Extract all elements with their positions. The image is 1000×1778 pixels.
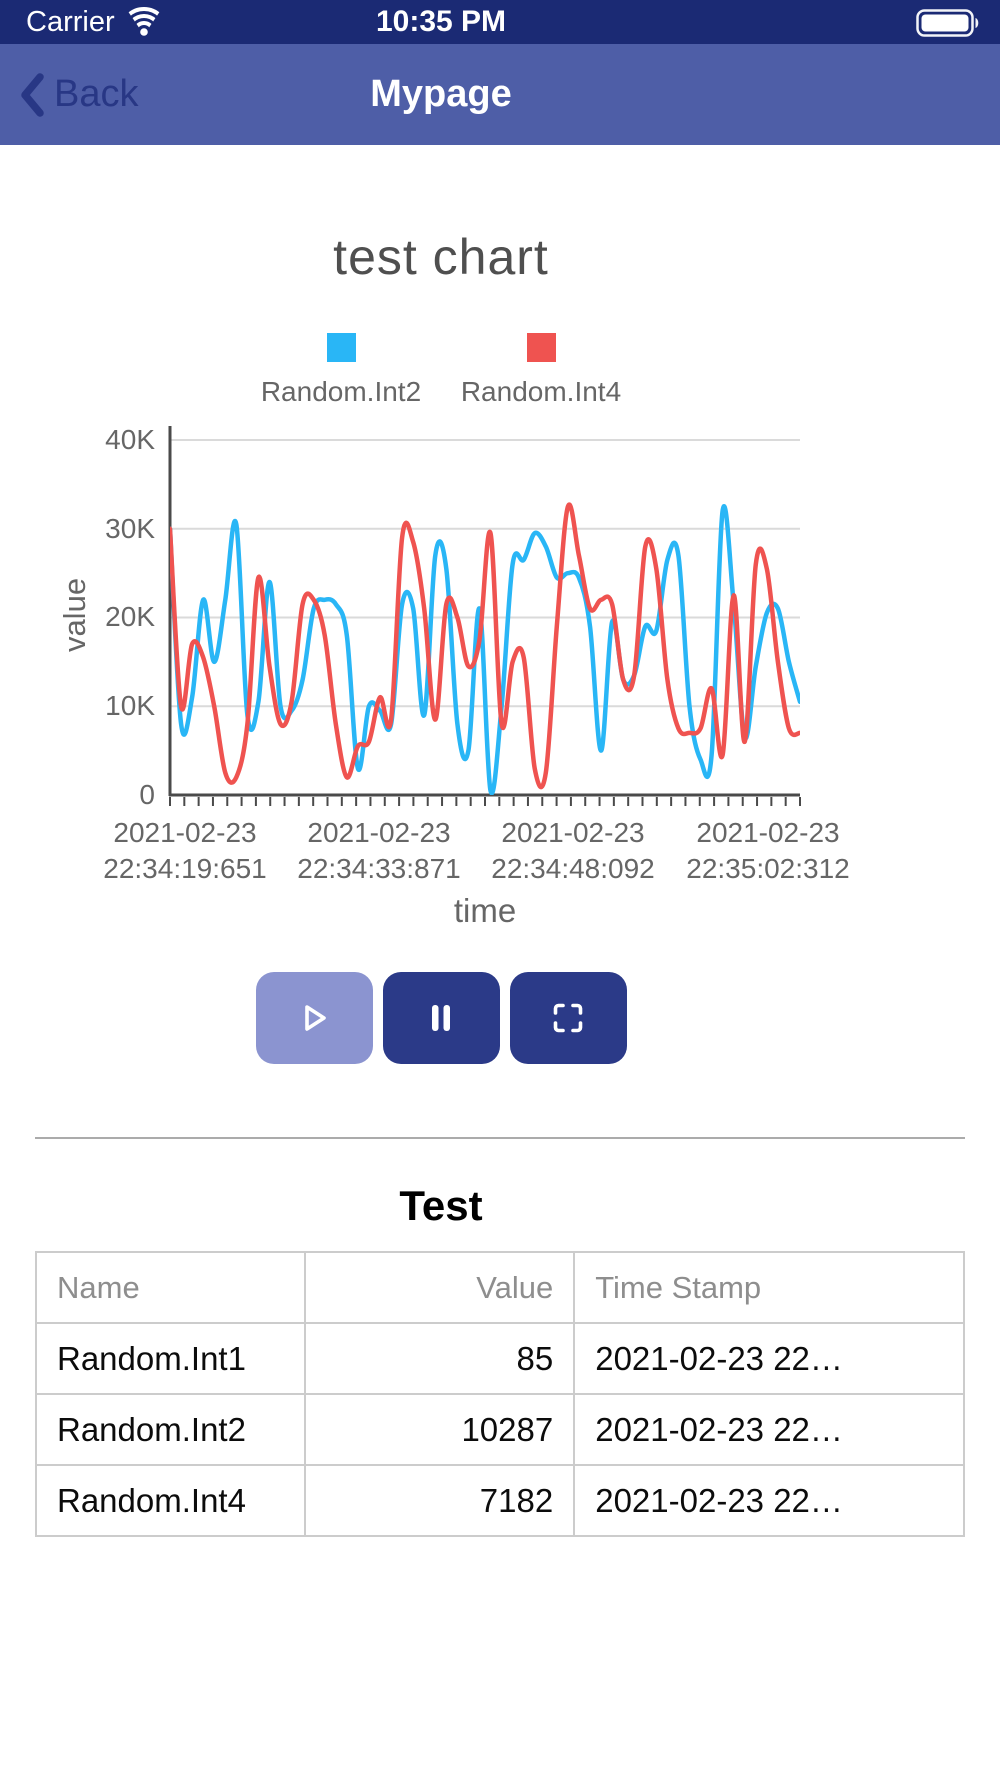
page-title: Mypage (370, 73, 512, 115)
x-tick-date: 2021-02-23 (307, 817, 451, 848)
battery-icon (916, 9, 979, 37)
x-tick-time: 22:34:19:651 (103, 853, 267, 884)
carrier-info: Carrier (26, 0, 163, 44)
cell-timestamp: 2021-02-23 22… (573, 1464, 965, 1537)
y-tick: 10K (105, 690, 155, 721)
wifi-icon (124, 7, 163, 36)
x-axis-label: time (453, 892, 517, 929)
play-button[interactable] (255, 972, 373, 1064)
x-tick-date: 2021-02-23 (696, 817, 840, 848)
legend-item-random-int2[interactable]: Random.Int2 (256, 333, 426, 408)
values-table: Name Value Time Stamp Random.Int1 85 202… (34, 1251, 965, 1537)
legend-swatch-blue (326, 333, 356, 362)
chart-controls (0, 972, 882, 1064)
table-row: Random.Int1 85 2021-02-23 22… (34, 1322, 965, 1395)
cell-name: Random.Int4 (34, 1464, 307, 1537)
x-tick: 2021-02-23 22:34:33:871 (247, 815, 511, 887)
table-row: Random.Int4 7182 2021-02-23 22… (34, 1464, 965, 1537)
x-tick-time: 22:34:48:092 (491, 853, 655, 884)
header-name: Name (34, 1251, 307, 1324)
status-bar: Carrier 10:35 PM (0, 0, 1000, 44)
nav-bar: Back Mypage (0, 44, 1000, 145)
pause-icon (432, 1005, 450, 1031)
chart-title: test chart (333, 229, 549, 285)
cell-name: Random.Int2 (34, 1393, 307, 1466)
back-button[interactable]: Back (18, 44, 138, 145)
x-tick: 2021-02-23 22:35:02:312 (636, 815, 900, 887)
x-tick-time: 22:35:02:312 (686, 853, 850, 884)
header-value: Value (304, 1251, 576, 1324)
y-axis-label: value (57, 577, 92, 653)
back-label: Back (54, 73, 139, 115)
legend-swatch-red (526, 333, 556, 362)
play-icon (305, 1005, 326, 1031)
line-chart[interactable]: 40K 30K 20K 10K 0 value 2021-02-23 22:34… (0, 410, 1000, 970)
legend-item-random-int4[interactable]: Random.Int4 (456, 333, 626, 408)
carrier-label: Carrier (26, 5, 115, 38)
x-tick: 2021-02-23 22:34:19:651 (53, 815, 317, 887)
table-row: Random.Int2 10287 2021-02-23 22… (34, 1393, 965, 1466)
cell-timestamp: 2021-02-23 22… (573, 1322, 965, 1395)
cell-timestamp: 2021-02-23 22… (573, 1393, 965, 1466)
fullscreen-icon (553, 1003, 583, 1033)
header-timestamp: Time Stamp (573, 1251, 965, 1324)
x-tick: 2021-02-23 22:34:48:092 (441, 815, 705, 887)
y-tick: 30K (105, 513, 155, 544)
chart-canvas (168, 426, 801, 806)
y-tick: 0 (139, 779, 155, 810)
fullscreen-button[interactable] (509, 972, 627, 1064)
x-tick-date: 2021-02-23 (501, 817, 645, 848)
chevron-left-icon (21, 72, 44, 117)
y-tick: 20K (105, 601, 155, 632)
chart-legend: Random.Int2 Random.Int4 (0, 333, 882, 408)
status-time: 10:35 PM (375, 5, 507, 38)
x-tick-date: 2021-02-23 (113, 817, 257, 848)
section-title: Test (399, 1182, 483, 1229)
table-header-row: Name Value Time Stamp (34, 1251, 965, 1324)
cell-value: 85 (304, 1322, 576, 1395)
legend-label: Random.Int4 (460, 376, 622, 407)
legend-label: Random.Int2 (260, 376, 422, 407)
divider (35, 1137, 965, 1139)
cell-value: 10287 (304, 1393, 576, 1466)
y-tick: 40K (105, 424, 155, 455)
cell-value: 7182 (304, 1464, 576, 1537)
x-tick-time: 22:34:33:871 (297, 853, 461, 884)
cell-name: Random.Int1 (34, 1322, 307, 1395)
pause-button[interactable] (382, 972, 500, 1064)
